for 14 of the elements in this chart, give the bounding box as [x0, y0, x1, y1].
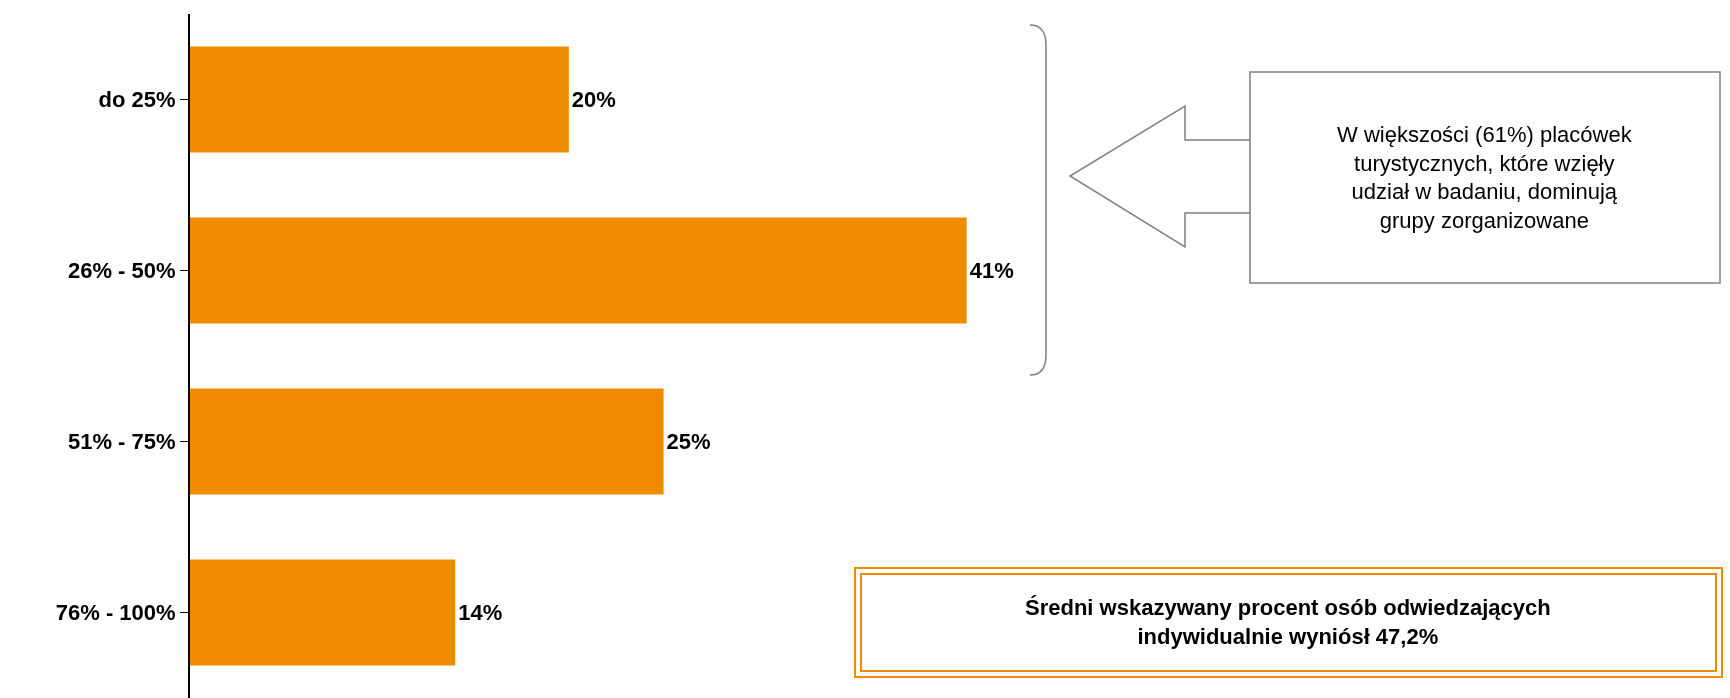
text: Średni wskazywany procent osób odwiedzających indywidualnie wyniósł 47,2% — [1025, 595, 1551, 649]
text: W większości (61%) placówek turystycznych, które wzięły udział w badaniu, dominują grupy zorganizowane — [1337, 122, 1633, 233]
y-tick-label: 76% - 100% — [55, 600, 176, 626]
data-label: 20% — [571, 87, 616, 112]
y-tick-label: 51% - 75% — [67, 429, 176, 455]
data-label: 25% — [666, 429, 711, 454]
data-label: 41% — [969, 258, 1014, 283]
y-tick-label: do 25% — [98, 87, 176, 113]
bar — [190, 559, 456, 666]
data-label: 14% — [458, 600, 503, 625]
bar — [190, 388, 664, 495]
bar — [190, 217, 967, 324]
bar — [190, 46, 569, 153]
y-tick-label: 26% - 50% — [67, 258, 176, 284]
